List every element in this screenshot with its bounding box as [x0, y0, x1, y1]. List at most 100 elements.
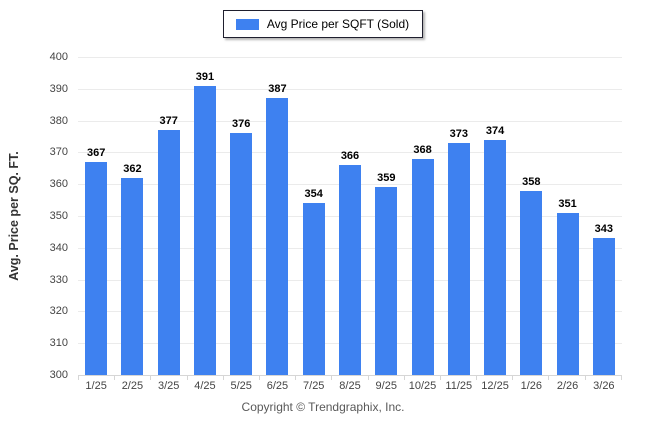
y-tick-label: 350	[49, 210, 68, 222]
bar-group: 373	[441, 57, 477, 375]
x-axis-tick	[403, 375, 405, 380]
x-tick-label: 3/26	[593, 380, 615, 392]
bar-group: 359	[368, 57, 404, 375]
bar-group: 368	[404, 57, 440, 375]
bar	[230, 133, 253, 375]
bar	[157, 130, 180, 375]
bar-series: 367 362 377 391 376 387 354 366 359 368 373 374 358 3…	[78, 57, 622, 375]
bar-value-label: 367	[86, 146, 106, 159]
legend: Avg Price per SQFT (Sold)	[0, 10, 646, 38]
y-tick-label: 330	[49, 273, 68, 286]
x-tick-label: 6/25	[266, 380, 289, 392]
bar-group: 354	[296, 57, 332, 375]
gridline	[78, 57, 622, 58]
bar-value-label: 391	[195, 70, 215, 83]
bar-group: 367	[78, 57, 114, 375]
bar-group: 351	[549, 57, 585, 375]
x-tick-label: 8/25	[339, 380, 361, 392]
x-axis-tick	[331, 375, 333, 380]
bar-value-label: 373	[449, 127, 468, 140]
bar-value-label: 354	[304, 188, 323, 201]
bar-value-label: 376	[232, 118, 251, 131]
x-tick-label: 7/25	[303, 380, 325, 392]
x-axis-tick	[150, 375, 152, 380]
bar-value-label: 359	[377, 172, 396, 185]
bar-group: 376	[223, 57, 259, 375]
x-tick-label: 12/25	[481, 380, 509, 392]
x-tick-label: 1/25	[85, 380, 107, 392]
bar-group: 362	[114, 57, 150, 375]
gridline	[78, 120, 622, 122]
x-tick-label: 3/25	[157, 380, 180, 392]
bar	[520, 190, 543, 375]
legend-label: Avg Price per SQFT (Sold)	[266, 17, 410, 31]
x-axis-tick	[78, 375, 79, 380]
bar	[556, 212, 579, 375]
bar	[484, 139, 507, 375]
legend-swatch-icon	[235, 18, 259, 30]
x-tick-label: 10/25	[408, 380, 437, 392]
x-tick-label: 4/25	[194, 380, 216, 392]
legend-box: Avg Price per SQFT (Sold)	[222, 10, 424, 38]
bar-group: 387	[259, 57, 295, 375]
x-tick-label: 9/25	[375, 380, 397, 392]
bar	[375, 187, 398, 375]
bar-group: 358	[513, 57, 549, 375]
x-tick-label: 2/25	[121, 380, 144, 392]
plot-area: 367 362 377 391 376 387 354 366 359 368 373 374 358 3…	[78, 57, 622, 380]
x-axis-tick	[114, 375, 116, 380]
bar-group: 377	[151, 57, 187, 375]
y-tick-label: 310	[49, 337, 68, 350]
y-tick-label: 320	[49, 305, 68, 318]
bar	[85, 161, 108, 375]
bar-group: 366	[332, 57, 368, 375]
bar-value-label: 343	[594, 223, 614, 236]
x-axis-tick	[512, 375, 514, 380]
bar-value-label: 362	[123, 162, 142, 175]
x-axis-tick	[476, 375, 478, 380]
x-tick-label: 1/26	[520, 380, 543, 392]
x-axis-tick	[548, 375, 550, 380]
bar-value-label: 368	[413, 143, 432, 156]
bar	[447, 142, 470, 375]
x-axis-tick	[186, 375, 188, 380]
y-tick-label: 400	[49, 51, 68, 63]
x-axis-tick	[367, 375, 369, 380]
y-tick-label: 300	[49, 369, 68, 381]
bar	[411, 158, 434, 375]
bar	[193, 85, 216, 375]
x-axis-tick	[295, 375, 297, 380]
x-axis-tick	[258, 375, 260, 380]
bar	[302, 203, 325, 375]
bar-value-label: 366	[340, 150, 360, 163]
bar	[266, 98, 289, 375]
bar	[338, 165, 361, 375]
bar-value-label: 358	[522, 175, 541, 188]
bar-value-label: 351	[558, 197, 577, 210]
gridline	[78, 88, 622, 90]
y-tick-label: 390	[49, 82, 68, 95]
y-tick-label: 380	[49, 114, 68, 127]
bar	[121, 177, 144, 375]
x-tick-label: 2/26	[556, 380, 579, 392]
x-axis-tick	[620, 375, 622, 380]
x-axis-tick-labels: 1/25 2/25 3/25 4/25 5/25 6/25 7/25 8/25 9/25 10/2…	[78, 380, 622, 392]
bar-group: 343	[586, 57, 622, 375]
chart-area: Avg. Price per SQ. FT. 300 310 320 330 340 35…	[0, 51, 646, 397]
bar-value-label: 374	[485, 124, 505, 137]
x-tick-label: 5/25	[230, 380, 252, 392]
copyright-text: Copyright © Trendgraphix, Inc.	[241, 400, 405, 414]
y-tick-label: 340	[49, 241, 68, 254]
x-axis-ticks	[78, 375, 622, 380]
y-tick-label: 360	[49, 178, 68, 191]
y-axis-tick-labels: 300 310 320 330 340 350 360 370 380 390 400	[0, 51, 68, 381]
bar-group: 374	[477, 57, 513, 375]
bar-value-label: 387	[268, 83, 287, 96]
y-tick-label: 370	[49, 146, 68, 159]
x-axis-tick	[584, 375, 586, 380]
bar-group: 391	[187, 57, 223, 375]
x-axis-tick	[439, 375, 441, 380]
x-axis-tick	[222, 375, 224, 380]
x-tick-label: 11/25	[445, 380, 473, 392]
